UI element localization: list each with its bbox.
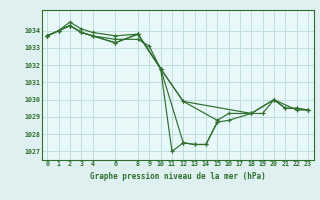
X-axis label: Graphe pression niveau de la mer (hPa): Graphe pression niveau de la mer (hPa) <box>90 172 266 181</box>
